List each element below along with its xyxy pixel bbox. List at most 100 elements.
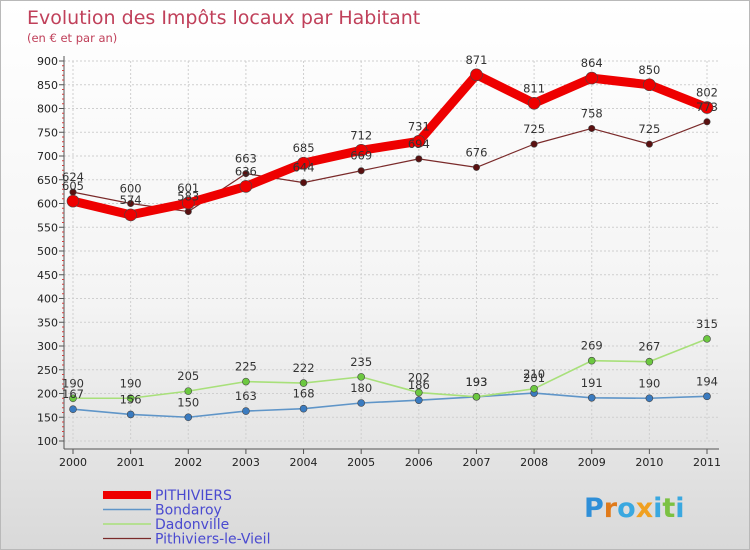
data-label: 864 — [581, 56, 603, 70]
y-tick-label: 600 — [37, 198, 58, 211]
series-line-pithiviers-le-vieil — [72, 121, 708, 213]
data-point — [354, 144, 368, 157]
x-tick-label: 2010 — [635, 456, 663, 469]
data-label: 758 — [581, 106, 603, 120]
data-point — [588, 124, 596, 132]
data-label: 150 — [177, 395, 199, 409]
logo-letter: o — [617, 493, 636, 524]
axes: 100 150 200 250 300 350 400 450 500 550 600 650 700 7… — [37, 55, 721, 469]
logo-letter: t — [662, 493, 675, 524]
data-point — [69, 405, 77, 413]
data-label: 685 — [293, 141, 315, 155]
data-label: 225 — [235, 360, 257, 374]
logo-letter: i — [653, 493, 662, 524]
data-label: 167 — [62, 387, 84, 401]
data-point — [703, 392, 711, 401]
legend-label: Dadonville — [155, 517, 229, 533]
x-tick-label: 2003 — [232, 456, 260, 469]
data-point — [242, 170, 250, 178]
data-label: 663 — [235, 152, 257, 166]
data-label: 773 — [696, 100, 718, 114]
data-label: 811 — [523, 81, 545, 95]
data-label: 315 — [696, 317, 718, 331]
x-tick-label: 2005 — [347, 456, 375, 469]
data-point — [299, 404, 308, 413]
y-tick-label: 350 — [37, 316, 58, 329]
data-point — [357, 399, 365, 407]
chart-subtitle: (en € et par an) — [27, 31, 117, 45]
proxiti-logo: Proxiti — [584, 493, 685, 524]
data-label: 156 — [120, 392, 142, 406]
data-label: 267 — [638, 340, 660, 354]
data-point — [297, 156, 310, 170]
data-point — [181, 196, 195, 210]
logo-letter: i — [675, 493, 684, 524]
data-label: 201 — [523, 371, 545, 385]
chart-title: Evolution des Impôts locaux par Habitant — [27, 7, 420, 29]
x-tick-label: 2007 — [462, 456, 490, 469]
data-point — [470, 68, 483, 82]
y-tick-label: 650 — [37, 174, 58, 187]
data-point — [357, 373, 365, 381]
series-line-pithiviers — [68, 70, 712, 220]
data-label: 725 — [523, 122, 545, 136]
y-tick-label: 150 — [37, 411, 58, 424]
data-label: 731 — [408, 119, 430, 133]
data-point — [299, 379, 308, 387]
series-layer — [66, 68, 714, 422]
data-label: 850 — [638, 63, 660, 77]
data-point — [530, 140, 538, 148]
data-label: 871 — [465, 53, 487, 67]
data-label: 583 — [177, 190, 199, 204]
data-point — [184, 208, 192, 216]
data-label: 222 — [293, 361, 315, 375]
data-label: 712 — [350, 128, 372, 142]
y-tick-label: 300 — [37, 340, 58, 353]
logo-text: Proxiti — [584, 493, 685, 524]
data-point — [587, 356, 596, 365]
data-point — [415, 155, 423, 163]
series-line-bondaroy — [72, 392, 708, 419]
data-point — [415, 396, 423, 404]
data-point — [126, 410, 135, 419]
data-label: 210 — [523, 367, 545, 381]
y-tick-label: 100 — [37, 435, 58, 448]
data-label: 725 — [638, 122, 660, 136]
data-point — [530, 384, 538, 393]
data-point — [587, 393, 596, 402]
data-label: 644 — [293, 161, 315, 175]
data-point — [69, 394, 77, 403]
data-label: 694 — [408, 137, 430, 151]
data-label: 190 — [120, 376, 142, 390]
x-tick-label: 2008 — [520, 456, 548, 469]
data-label: 676 — [465, 145, 487, 159]
data-label: 624 — [62, 170, 84, 184]
x-tick-label: 2004 — [290, 456, 318, 469]
x-tick-label: 2001 — [117, 456, 145, 469]
logo-letter: r — [604, 493, 618, 524]
data-point — [242, 407, 250, 415]
data-point — [242, 377, 250, 386]
data-label: 605 — [62, 179, 84, 193]
data-label: 636 — [235, 164, 257, 178]
data-point — [527, 96, 541, 110]
data-label: 669 — [350, 149, 372, 163]
data-label: 191 — [581, 376, 603, 390]
data-label: 269 — [581, 339, 603, 353]
y-tick-label: 900 — [37, 55, 58, 68]
logo-letter: P — [584, 493, 604, 524]
data-label: 186 — [408, 378, 430, 392]
data-point — [300, 179, 308, 187]
data-label: 193 — [465, 375, 487, 389]
data-point — [585, 71, 599, 85]
data-point — [703, 118, 711, 126]
y-tick-label: 400 — [37, 293, 58, 306]
data-label: 163 — [235, 389, 257, 403]
legend-label: PITHIVIERS — [155, 488, 232, 504]
data-point — [357, 167, 365, 175]
data-label: 190 — [638, 376, 660, 390]
data-point — [645, 357, 654, 366]
